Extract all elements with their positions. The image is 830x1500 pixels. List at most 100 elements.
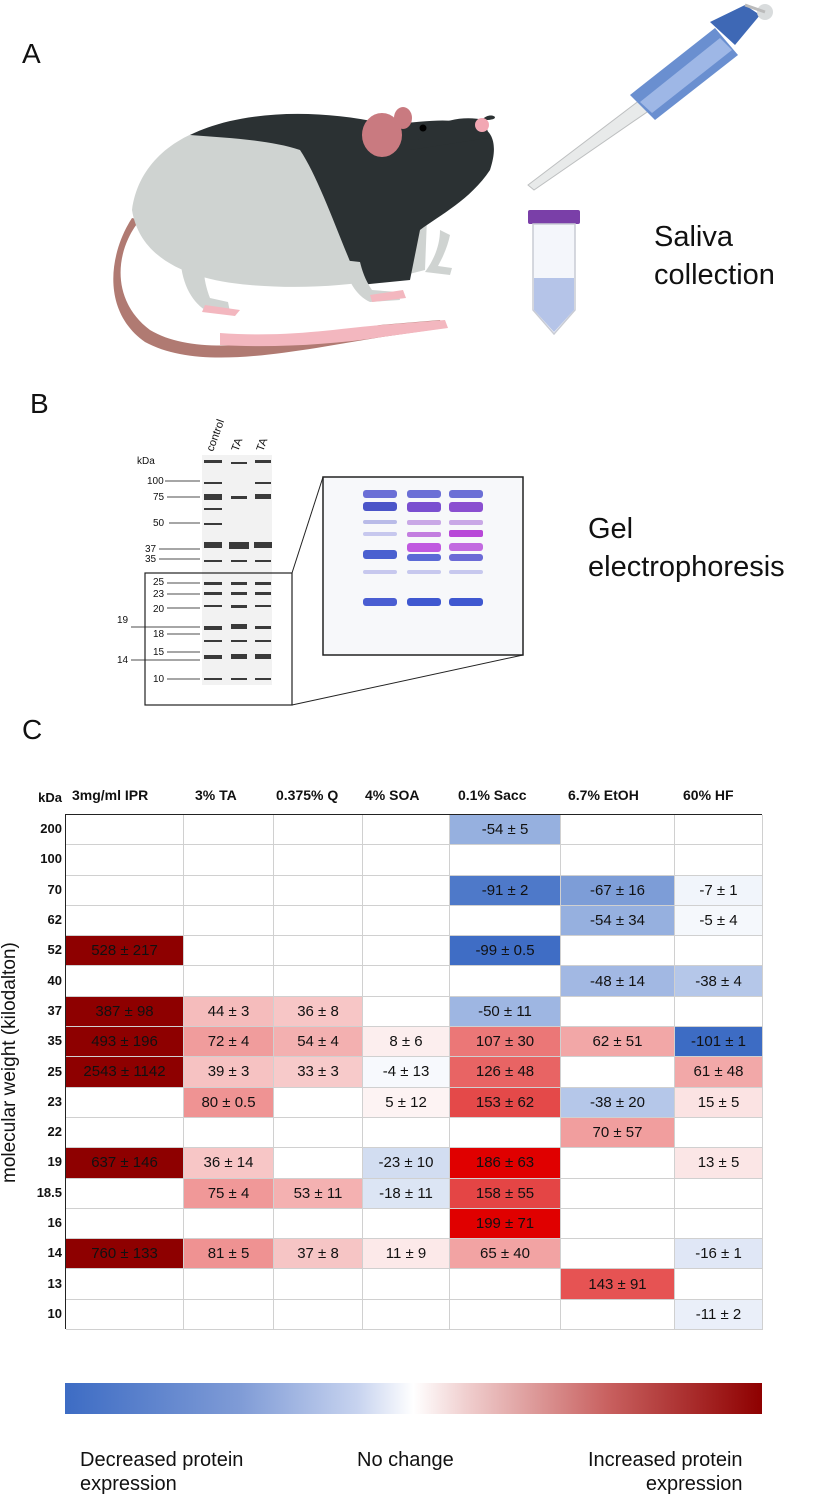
heatmap-cell: 637 ± 146 <box>66 1148 184 1179</box>
heatmap-cell: 493 ± 196 <box>66 1027 184 1058</box>
column-header: 0.375% Q <box>276 787 339 803</box>
heatmap-cell <box>561 1178 675 1209</box>
heatmap-cell <box>274 845 363 876</box>
heatmap-cell <box>274 1208 363 1240</box>
marker-20: 20 <box>153 604 165 615</box>
heatmap-cell: 13 ± 5 <box>675 1148 763 1179</box>
saliva-label-line1: Saliva <box>654 221 733 253</box>
lane-label-ta-2: TA <box>255 436 271 453</box>
row-header: 37 <box>47 1002 62 1018</box>
heatmap-cell: -54 ± 5 <box>450 815 561 846</box>
row-header: 18.5 <box>36 1184 62 1200</box>
heatmap-cell: -38 ± 4 <box>675 966 763 997</box>
heatmap-cell: -50 ± 11 <box>450 996 561 1028</box>
legend-no-change: No change <box>357 1449 454 1471</box>
column-header: 3% TA <box>195 787 237 803</box>
gel-lane-labels: control TA TA <box>205 418 271 453</box>
row-header: 19 <box>47 1154 62 1170</box>
heatmap-cell <box>363 815 450 846</box>
marker-15: 15 <box>153 647 165 658</box>
heatmap-corner-label: kDa <box>38 790 62 805</box>
heatmap-cell: -54 ± 34 <box>561 905 675 937</box>
marker-23: 23 <box>153 589 165 600</box>
row-header: 62 <box>47 912 62 928</box>
heatmap-cell <box>561 815 675 846</box>
legend-decreased-line1: Decreased protein <box>80 1449 244 1471</box>
heatmap-cell: -23 ± 10 <box>363 1148 450 1179</box>
marker-35: 35 <box>145 554 157 565</box>
heatmap-cell: 158 ± 55 <box>450 1178 561 1209</box>
heatmap-cell <box>561 1148 675 1179</box>
row-header: 40 <box>47 972 62 988</box>
heatmap-cell <box>675 1117 763 1149</box>
row-header: 35 <box>47 1033 62 1049</box>
row-header: 52 <box>47 942 62 958</box>
row-header: 14 <box>47 1245 62 1261</box>
zoomed-gel-bands <box>363 490 483 606</box>
marker-50: 50 <box>153 518 165 529</box>
heatmap-cell <box>274 966 363 997</box>
heatmap-cell <box>363 1117 450 1149</box>
heatmap-cell: 39 ± 3 <box>184 1057 274 1088</box>
heatmap-cell: 760 ± 133 <box>66 1239 184 1270</box>
heatmap-cell: -99 ± 0.5 <box>450 936 561 967</box>
heatmap-cell <box>675 845 763 876</box>
heatmap-cell <box>66 1117 184 1149</box>
heatmap-cell: 11 ± 9 <box>363 1239 450 1270</box>
legend-increased: Increased protein expression <box>588 1448 743 1496</box>
heatmap-cell <box>184 1208 274 1240</box>
heatmap-cell <box>274 1148 363 1179</box>
heatmap-cell <box>675 996 763 1028</box>
heatmap-cell <box>450 1117 561 1149</box>
marker-19: 19 <box>117 615 129 626</box>
heatmap-cell <box>675 815 763 846</box>
heatmap-y-axis-title: molecular weight (kilodalton) <box>0 942 20 1183</box>
heatmap-cell <box>184 1269 274 1300</box>
row-header: 200 <box>40 821 62 837</box>
gel-label-line1: Gel <box>588 513 634 545</box>
legend-increased-line2: expression <box>645 1473 743 1495</box>
heatmap-cell <box>66 1299 184 1330</box>
row-header: 10 <box>47 1305 62 1321</box>
heatmap-cell <box>561 845 675 876</box>
heatmap-cell <box>184 966 274 997</box>
heatmap-cell <box>450 1269 561 1300</box>
heatmap-cell: -11 ± 2 <box>675 1299 763 1330</box>
legend-increased-line1: Increased protein <box>588 1449 743 1471</box>
rat-illustration <box>113 107 495 358</box>
heatmap-cell <box>561 1057 675 1088</box>
heatmap-cell: 80 ± 0.5 <box>184 1087 274 1118</box>
heatmap-cell <box>184 815 274 846</box>
heatmap-cell <box>66 1178 184 1209</box>
marker-10: 10 <box>153 674 165 685</box>
row-header: 70 <box>47 881 62 897</box>
row-header: 13 <box>47 1275 62 1291</box>
heatmap-cell: -16 ± 1 <box>675 1239 763 1270</box>
column-header: 4% SOA <box>365 787 420 803</box>
gel-unit-label: kDa <box>137 456 155 467</box>
heatmap-cell <box>274 1299 363 1330</box>
gel-markers: 100 75 50 37 35 25 23 20 19 18 15 14 10 <box>117 476 200 685</box>
marker-25: 25 <box>153 577 165 588</box>
heatmap-cell: 5 ± 12 <box>363 1087 450 1118</box>
heatmap-cell <box>274 815 363 846</box>
heatmap-cell: 75 ± 4 <box>184 1178 274 1209</box>
lane-label-ta-1: TA <box>230 436 246 453</box>
heatmap-cell: 81 ± 5 <box>184 1239 274 1270</box>
heatmap-cell: -101 ± 1 <box>675 1027 763 1058</box>
panel-c-letter: C <box>22 714 43 745</box>
heatmap-cell <box>184 845 274 876</box>
heatmap-cell: 15 ± 5 <box>675 1087 763 1118</box>
heatmap-cell <box>274 875 363 906</box>
saliva-label-line2: collection <box>654 259 775 291</box>
heatmap-cell: 107 ± 30 <box>450 1027 561 1058</box>
heatmap-cell: 143 ± 91 <box>561 1269 675 1300</box>
heatmap-cell <box>66 815 184 846</box>
heatmap-cell: 62 ± 51 <box>561 1027 675 1058</box>
colorbar <box>65 1383 762 1414</box>
heatmap-cell <box>363 1269 450 1300</box>
heatmap-cell <box>66 905 184 937</box>
heatmap-cell <box>274 936 363 967</box>
heatmap-cell: -18 ± 11 <box>363 1178 450 1209</box>
gel-bands <box>204 460 272 680</box>
